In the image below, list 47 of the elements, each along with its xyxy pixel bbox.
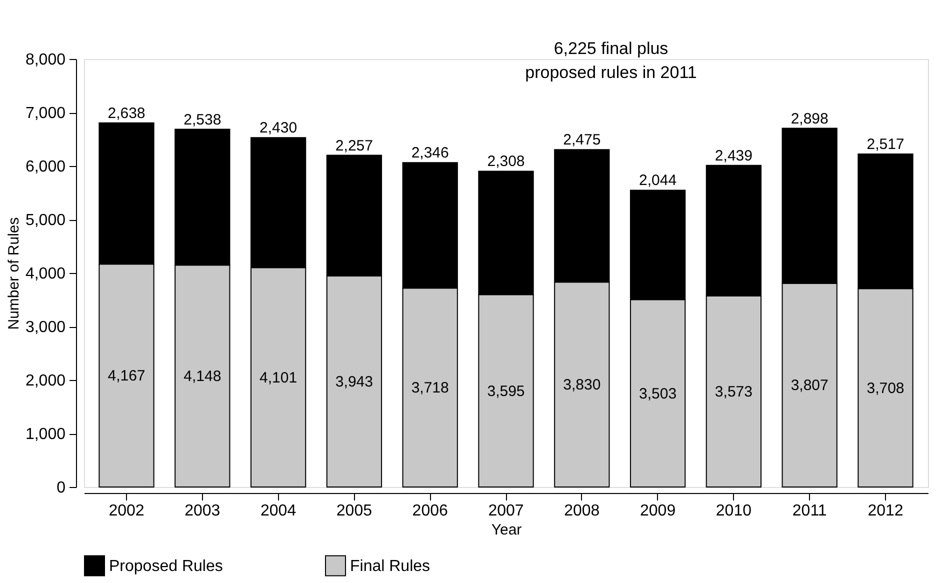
data-label: 2,517 (866, 136, 904, 153)
y-tick-label: 2,000 (25, 372, 66, 390)
x-tick-label: 2003 (184, 502, 220, 520)
x-tick-label: 2011 (792, 502, 827, 520)
data-label: 3,943 (335, 374, 373, 391)
y-axis-title: Number of Rules (5, 217, 22, 330)
data-label: 4,101 (260, 369, 298, 386)
data-label: 3,708 (866, 380, 904, 397)
data-label: 3,573 (714, 383, 752, 400)
y-tick-label: 3,000 (25, 319, 66, 336)
data-label: 3,595 (487, 382, 525, 400)
data-label: 2,308 (487, 153, 525, 170)
legend-label: Final Rules (350, 558, 430, 575)
data-label: 2,257 (335, 137, 373, 154)
data-label: 2,475 (563, 132, 601, 149)
x-tick-label: 2006 (412, 502, 448, 520)
data-label: 3,718 (411, 380, 449, 397)
x-tick-label: 2012 (868, 502, 904, 520)
y-tick-label: 6,000 (25, 158, 66, 176)
y-tick-label: 8,000 (25, 52, 66, 68)
data-label: 2,538 (184, 111, 222, 128)
y-tick-label: 0 (56, 480, 66, 496)
x-tick-label: 2002 (108, 502, 144, 520)
x-axis-title: Year (491, 522, 522, 538)
y-tick-label: 4,000 (25, 266, 66, 282)
data-label: 2,638 (108, 104, 146, 122)
x-tick-label: 2005 (336, 502, 372, 520)
x-tick-label: 2009 (640, 502, 676, 520)
data-label: 3,503 (639, 385, 677, 402)
data-label: 2,430 (260, 120, 298, 137)
annotation: 6,225 final plus proposed rules in 2011 (525, 39, 697, 82)
data-label: 3,807 (790, 377, 828, 394)
x-tick-label: 2004 (260, 502, 296, 520)
y-tick-label: 1,000 (25, 426, 66, 443)
data-label: 3,830 (563, 376, 601, 394)
data-label: 4,148 (184, 368, 222, 386)
data-label: 2,346 (411, 144, 449, 162)
x-tick-label: 2010 (716, 502, 752, 520)
data-label: 2,439 (714, 147, 752, 164)
data-label: 4,167 (108, 368, 146, 385)
data-label: 2,898 (790, 110, 828, 128)
y-tick-label: 5,000 (25, 212, 66, 229)
x-tick-label: 2007 (488, 502, 524, 520)
data-label: 2,044 (639, 172, 677, 190)
y-tick-label: 7,000 (25, 105, 66, 122)
legend-label: Proposed Rules (109, 558, 223, 575)
x-tick-label: 2008 (564, 502, 600, 520)
